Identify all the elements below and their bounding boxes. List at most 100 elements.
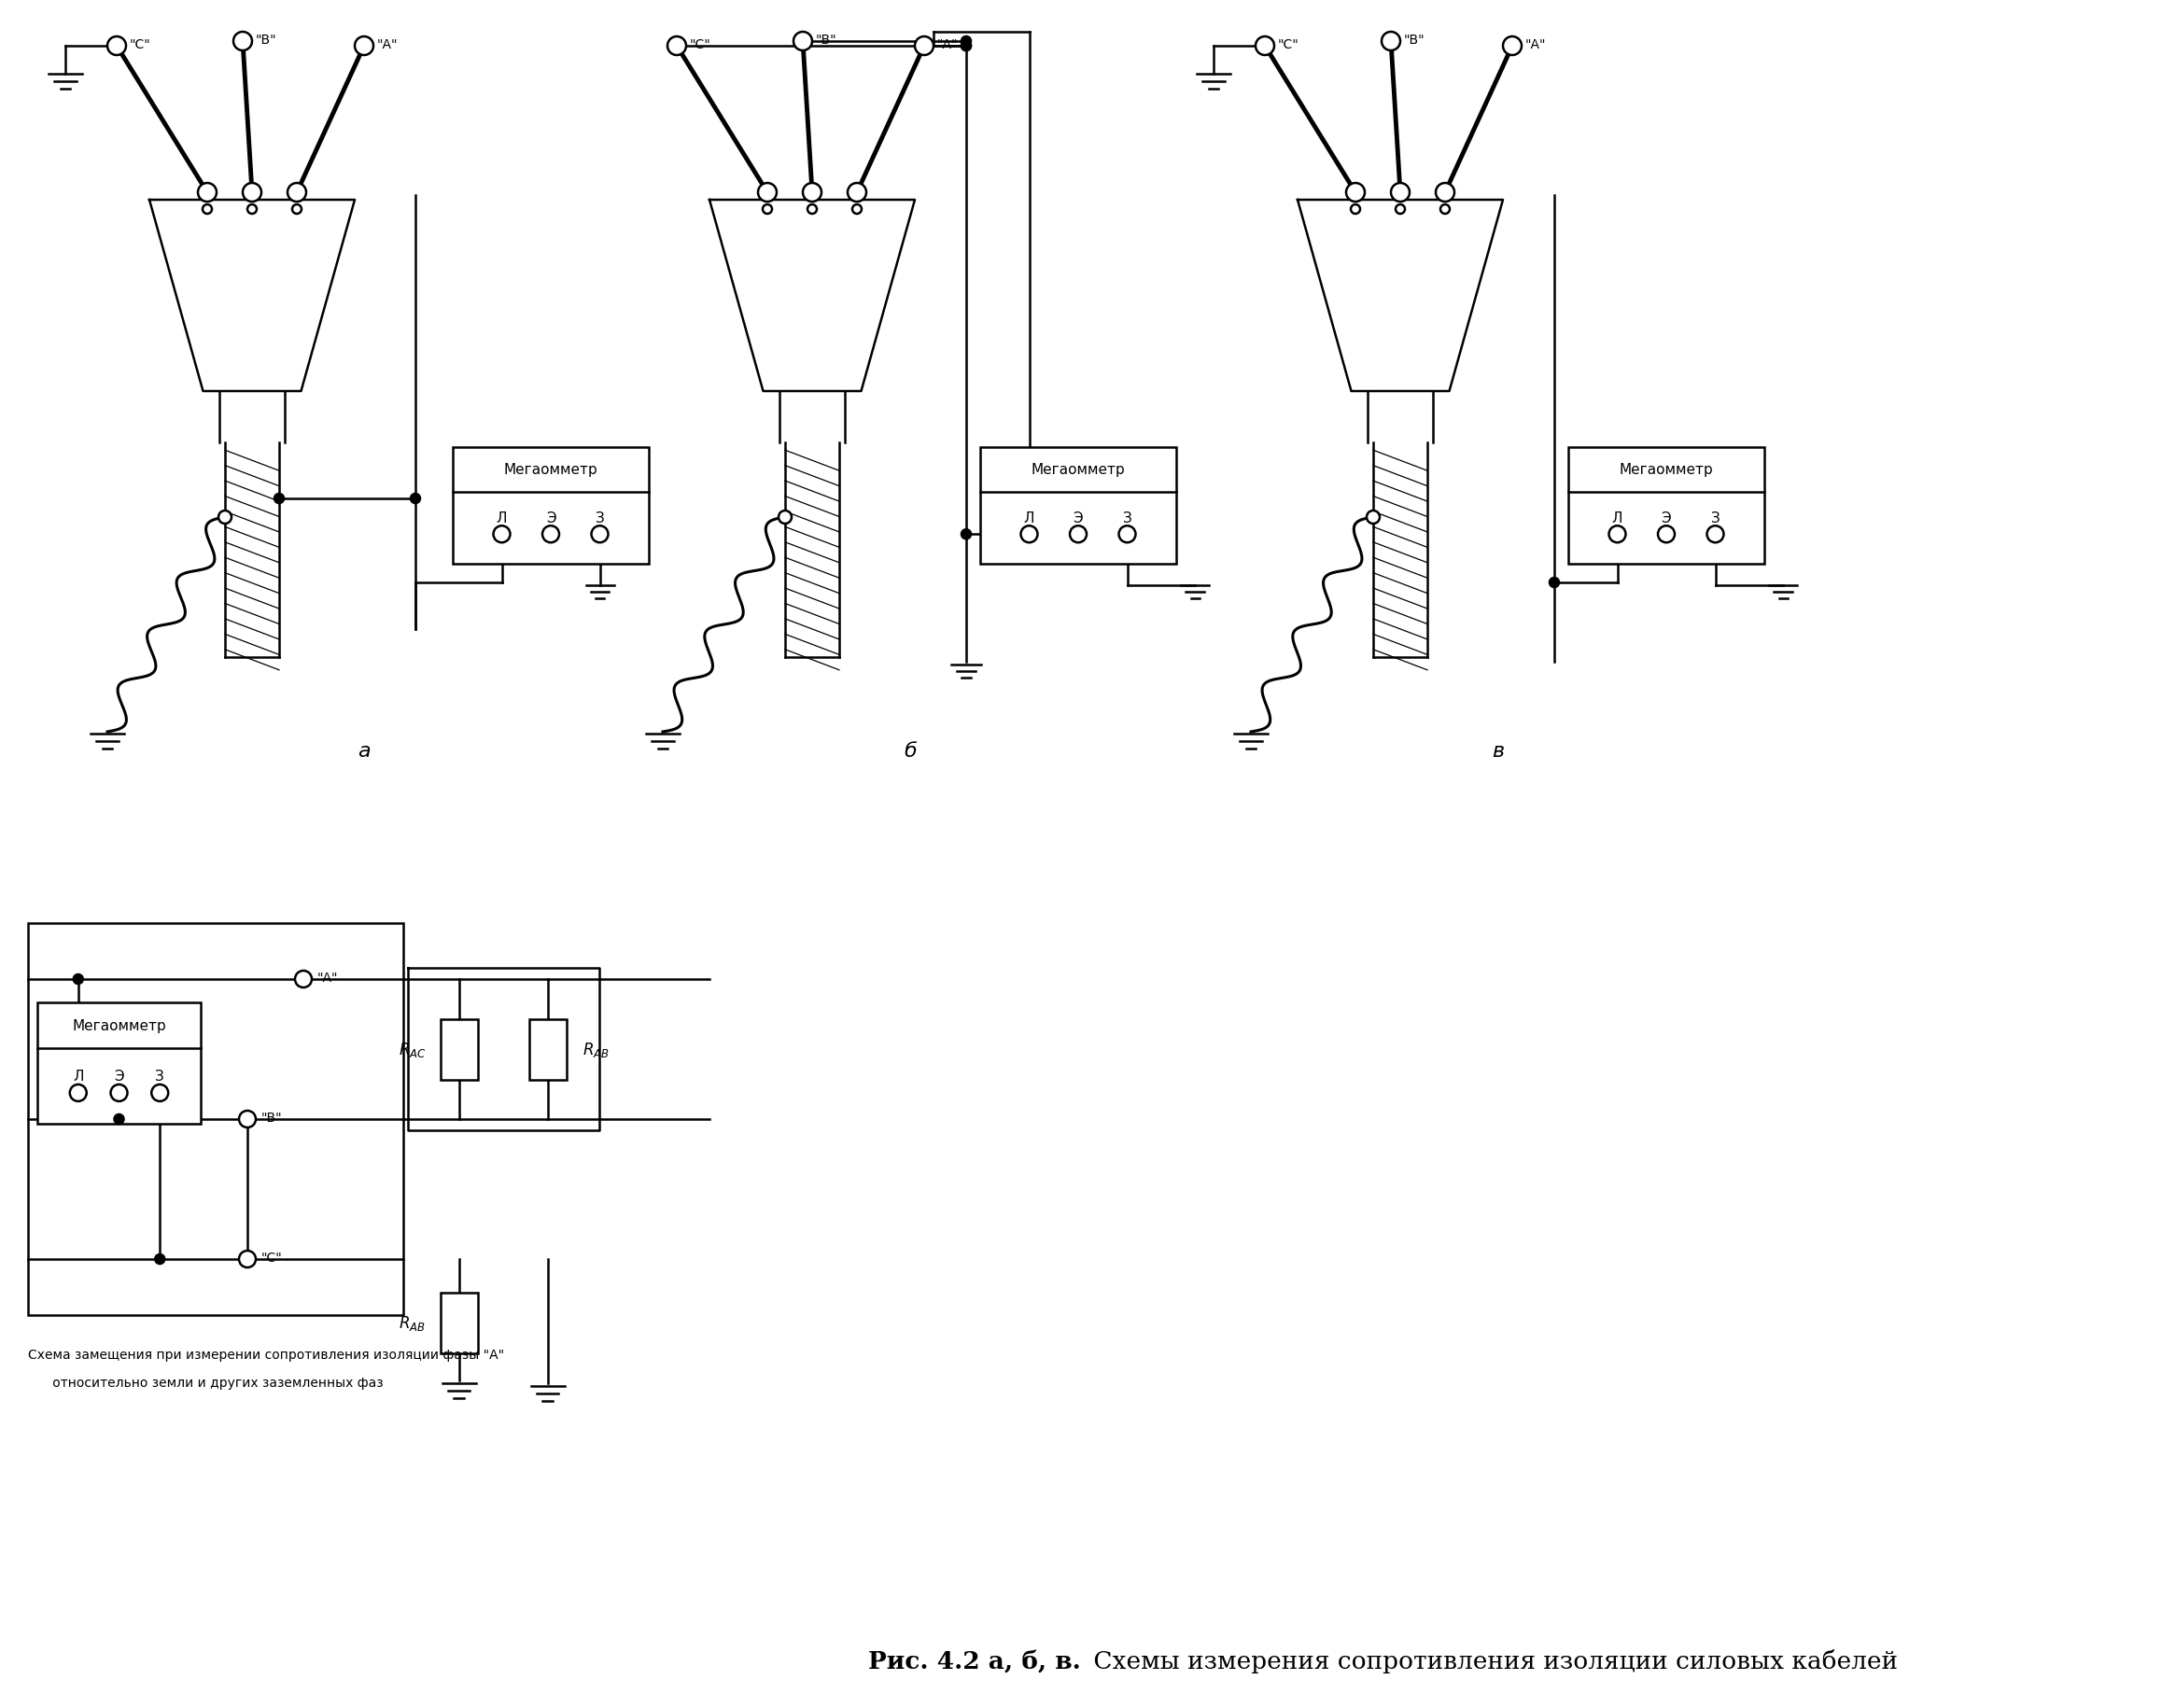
Circle shape [292, 205, 301, 215]
Circle shape [355, 38, 374, 56]
Circle shape [69, 1085, 86, 1102]
Text: "B": "B" [1403, 34, 1425, 46]
Text: б: б [904, 741, 917, 760]
Circle shape [108, 38, 125, 56]
Circle shape [1070, 526, 1087, 543]
Text: а: а [357, 741, 370, 760]
Bar [37, 1003, 201, 1124]
Bar [28, 924, 402, 1315]
Text: Л: Л [1025, 511, 1036, 524]
Polygon shape [1297, 200, 1503, 391]
Circle shape [1708, 526, 1723, 543]
Polygon shape [149, 200, 355, 391]
Circle shape [1436, 184, 1455, 203]
Circle shape [156, 1255, 164, 1264]
Text: "B": "B" [255, 34, 277, 46]
Text: Э: Э [1660, 511, 1671, 524]
Text: З: З [1710, 511, 1719, 524]
Circle shape [1503, 38, 1522, 56]
Text: "A": "A" [376, 38, 398, 51]
Circle shape [242, 184, 262, 203]
Bar [530, 1020, 566, 1079]
Bar [452, 447, 649, 564]
Circle shape [151, 1085, 169, 1102]
Circle shape [1397, 205, 1405, 215]
Circle shape [199, 184, 216, 203]
Circle shape [592, 526, 608, 543]
Circle shape [1347, 184, 1364, 203]
Circle shape [1440, 205, 1451, 215]
Circle shape [1390, 184, 1410, 203]
Circle shape [1609, 526, 1626, 543]
Text: "A": "A" [1526, 38, 1546, 51]
Circle shape [275, 494, 283, 504]
Text: Схема замещения при измерении сопротивления изоляции фазы "А": Схема замещения при измерении сопротивле… [28, 1348, 504, 1361]
Text: относительно земли и других заземленных фаз: относительно земли и других заземленных … [28, 1377, 383, 1389]
Circle shape [962, 38, 971, 46]
Bar [441, 1020, 478, 1079]
Circle shape [852, 205, 863, 215]
Text: Схемы измерения сопротивления изоляции силовых кабелей: Схемы измерения сопротивления изоляции с… [1085, 1648, 1898, 1672]
Circle shape [1118, 526, 1135, 543]
Circle shape [203, 205, 212, 215]
Circle shape [110, 1085, 128, 1102]
Text: Э: Э [115, 1069, 123, 1083]
Text: "C": "C" [690, 38, 711, 51]
Circle shape [1366, 511, 1379, 524]
Circle shape [411, 494, 419, 504]
Circle shape [288, 184, 307, 203]
Text: "C": "C" [1278, 38, 1299, 51]
Text: "A": "A" [938, 38, 958, 51]
Circle shape [802, 184, 822, 203]
Circle shape [806, 205, 817, 215]
Circle shape [240, 1110, 255, 1127]
Bar [979, 447, 1176, 564]
Circle shape [294, 972, 311, 987]
Circle shape [778, 511, 791, 524]
Circle shape [759, 184, 776, 203]
Text: "C": "C" [262, 1250, 283, 1264]
Text: Мегаомметр: Мегаомметр [1619, 463, 1712, 477]
Circle shape [962, 43, 971, 51]
Text: Мегаомметр: Мегаомметр [1031, 463, 1124, 477]
Circle shape [962, 43, 971, 51]
Text: $R_{AB}$: $R_{AB}$ [582, 1040, 610, 1059]
Circle shape [962, 529, 971, 540]
Circle shape [763, 205, 772, 215]
Circle shape [493, 526, 510, 543]
Text: "B": "B" [815, 34, 837, 46]
Circle shape [246, 205, 257, 215]
Text: "B": "B" [262, 1110, 283, 1124]
Circle shape [1658, 526, 1676, 543]
Circle shape [1020, 526, 1038, 543]
Text: $R_{AC}$: $R_{AC}$ [398, 1040, 426, 1059]
Text: З: З [1122, 511, 1131, 524]
Text: "A": "A" [318, 972, 339, 984]
Circle shape [240, 1250, 255, 1267]
Text: З: З [595, 511, 605, 524]
Text: Л: Л [497, 511, 508, 524]
Circle shape [848, 184, 867, 203]
Text: Л: Л [74, 1069, 84, 1083]
Text: "C": "C" [130, 38, 151, 51]
Text: Рис. 4.2 а, б, в.: Рис. 4.2 а, б, в. [869, 1648, 1081, 1672]
Circle shape [218, 511, 231, 524]
Circle shape [668, 38, 685, 56]
Text: Мегаомметр: Мегаомметр [71, 1020, 166, 1033]
Circle shape [543, 526, 560, 543]
Circle shape [1351, 205, 1360, 215]
Text: $R_{AB}$: $R_{AB}$ [398, 1313, 426, 1332]
Circle shape [793, 32, 813, 51]
Text: Э: Э [545, 511, 556, 524]
Bar [441, 1293, 478, 1353]
Text: Мегаомметр: Мегаомметр [504, 463, 599, 477]
Text: Л: Л [1613, 511, 1624, 524]
Text: З: З [156, 1069, 164, 1083]
Bar [1567, 447, 1764, 564]
Circle shape [915, 38, 934, 56]
Circle shape [1550, 579, 1559, 588]
Text: в: в [1492, 741, 1505, 760]
Circle shape [74, 975, 82, 984]
Circle shape [115, 1115, 123, 1124]
Polygon shape [709, 200, 915, 391]
